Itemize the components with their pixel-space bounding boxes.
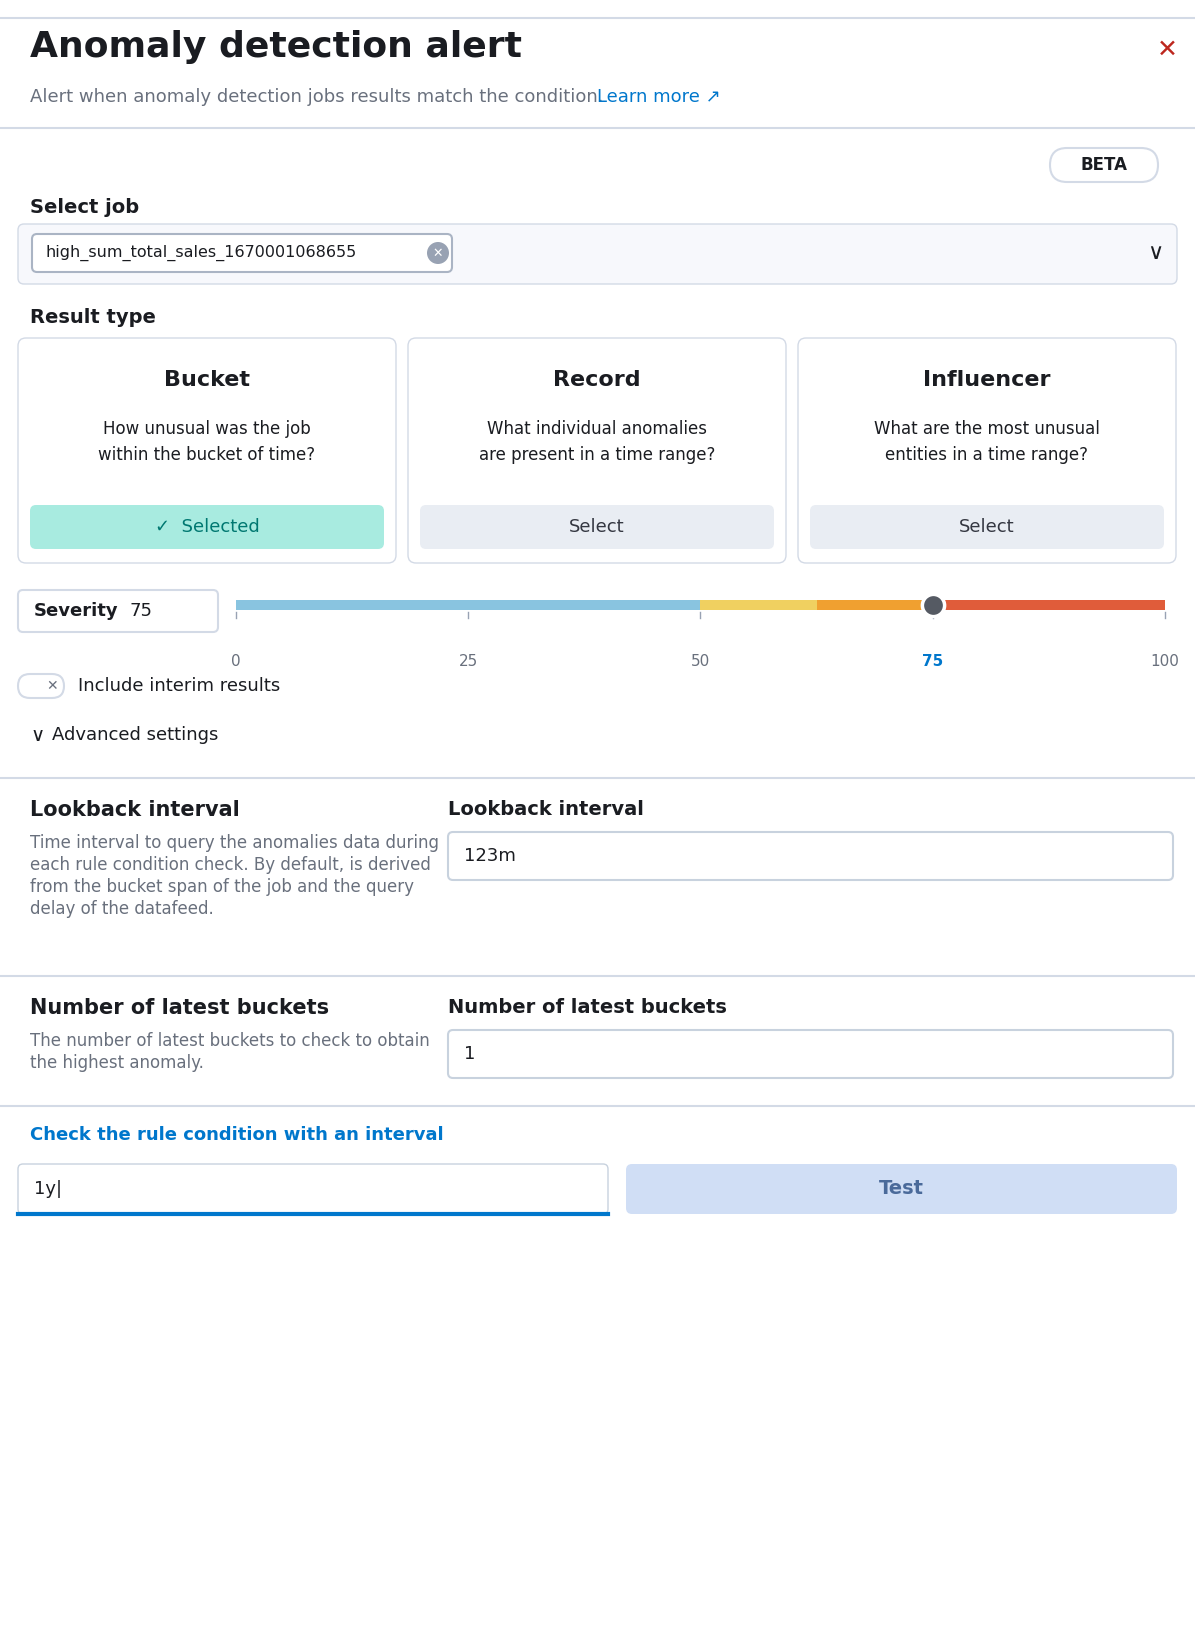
Text: Influencer: Influencer xyxy=(924,370,1050,390)
FancyBboxPatch shape xyxy=(18,224,1177,284)
FancyBboxPatch shape xyxy=(18,1164,608,1214)
FancyBboxPatch shape xyxy=(798,338,1176,562)
Text: delay of the datafeed.: delay of the datafeed. xyxy=(30,900,214,918)
Text: 123m: 123m xyxy=(464,847,516,864)
Text: are present in a time range?: are present in a time range? xyxy=(479,445,715,465)
Text: The number of latest buckets to check to obtain: The number of latest buckets to check to… xyxy=(30,1032,430,1050)
Text: each rule condition check. By default, is derived: each rule condition check. By default, i… xyxy=(30,856,431,874)
Text: Select job: Select job xyxy=(30,198,139,218)
Text: Advanced settings: Advanced settings xyxy=(53,726,219,744)
FancyBboxPatch shape xyxy=(419,505,774,549)
FancyBboxPatch shape xyxy=(810,505,1164,549)
Text: entities in a time range?: entities in a time range? xyxy=(885,445,1089,465)
FancyBboxPatch shape xyxy=(18,674,65,699)
Text: 25: 25 xyxy=(459,653,478,669)
Text: ✕: ✕ xyxy=(47,679,57,692)
Text: within the bucket of time?: within the bucket of time? xyxy=(98,445,315,465)
Text: the highest anomaly.: the highest anomaly. xyxy=(30,1055,204,1072)
Text: Bucket: Bucket xyxy=(164,370,250,390)
Text: Test: Test xyxy=(880,1180,924,1199)
Text: 50: 50 xyxy=(691,653,710,669)
Text: 1y|: 1y| xyxy=(33,1180,62,1198)
FancyBboxPatch shape xyxy=(626,1164,1177,1214)
Text: Severity: Severity xyxy=(33,601,118,621)
Text: Number of latest buckets: Number of latest buckets xyxy=(30,998,329,1017)
Text: BETA: BETA xyxy=(1080,156,1128,174)
Text: 0: 0 xyxy=(231,653,241,669)
FancyBboxPatch shape xyxy=(30,505,384,549)
Text: from the bucket span of the job and the query: from the bucket span of the job and the … xyxy=(30,878,413,895)
FancyBboxPatch shape xyxy=(448,832,1173,881)
Text: Time interval to query the anomalies data during: Time interval to query the anomalies dat… xyxy=(30,834,439,852)
Text: Anomaly detection alert: Anomaly detection alert xyxy=(30,29,522,63)
Text: ∨: ∨ xyxy=(30,726,44,744)
Text: high_sum_total_sales_1670001068655: high_sum_total_sales_1670001068655 xyxy=(45,245,357,262)
Bar xyxy=(700,600,816,609)
Text: What individual anomalies: What individual anomalies xyxy=(488,419,707,439)
Bar xyxy=(933,600,1165,609)
Text: What are the most unusual: What are the most unusual xyxy=(874,419,1099,439)
Bar xyxy=(235,600,700,609)
FancyBboxPatch shape xyxy=(407,338,786,562)
Bar xyxy=(816,600,933,609)
Text: Alert when anomaly detection jobs results match the condition.: Alert when anomaly detection jobs result… xyxy=(30,88,603,106)
FancyBboxPatch shape xyxy=(235,600,1165,609)
FancyBboxPatch shape xyxy=(32,234,452,271)
Text: Record: Record xyxy=(553,370,641,390)
Text: 100: 100 xyxy=(1151,653,1179,669)
Text: Include interim results: Include interim results xyxy=(78,678,281,696)
Text: ✕: ✕ xyxy=(1157,37,1178,62)
FancyBboxPatch shape xyxy=(1050,148,1158,182)
Text: Select: Select xyxy=(569,518,625,536)
Text: 75: 75 xyxy=(923,653,943,669)
Text: Learn more ↗: Learn more ↗ xyxy=(598,88,721,106)
Text: Select: Select xyxy=(960,518,1015,536)
Text: 1: 1 xyxy=(464,1045,476,1063)
Circle shape xyxy=(427,242,449,263)
Text: ∨: ∨ xyxy=(1147,244,1163,263)
Text: Number of latest buckets: Number of latest buckets xyxy=(448,998,727,1017)
Text: 75: 75 xyxy=(130,601,153,621)
Text: Lookback interval: Lookback interval xyxy=(30,800,240,821)
FancyBboxPatch shape xyxy=(448,1030,1173,1077)
Text: ✕: ✕ xyxy=(433,247,443,260)
FancyBboxPatch shape xyxy=(18,338,396,562)
Text: Check the rule condition with an interval: Check the rule condition with an interva… xyxy=(30,1126,443,1144)
Text: Lookback interval: Lookback interval xyxy=(448,800,644,819)
Text: How unusual was the job: How unusual was the job xyxy=(103,419,311,439)
Text: ✓  Selected: ✓ Selected xyxy=(154,518,259,536)
Text: Result type: Result type xyxy=(30,309,155,327)
FancyBboxPatch shape xyxy=(18,590,217,632)
